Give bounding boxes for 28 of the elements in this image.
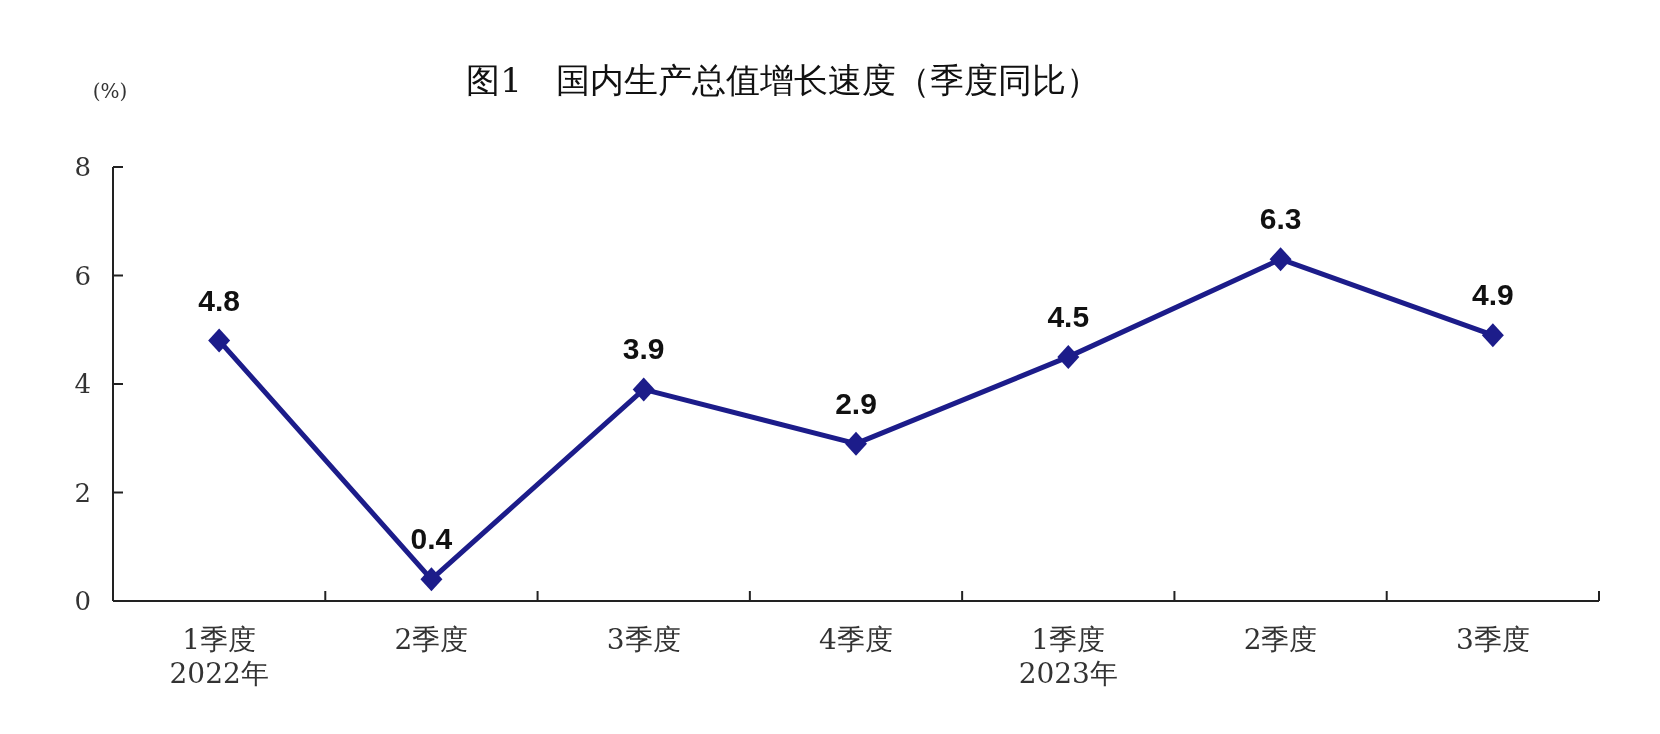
x-tick-label: 3季度 (606, 623, 681, 656)
x-tick-label: 3季度 (1455, 623, 1530, 656)
data-label: 6.3 (1259, 202, 1302, 236)
y-tick-label: 4 (74, 369, 91, 399)
point (1057, 344, 1080, 369)
y-tick-label: 8 (74, 152, 91, 182)
x-tick-label: 4季度 (819, 623, 893, 656)
x-tick-label: 2季度 (394, 623, 469, 656)
x-tick-label: 1季度 2022年 (169, 623, 269, 690)
y-tick-label: 0 (74, 586, 91, 616)
data-label: 4.8 (198, 283, 240, 317)
y-axis-title: (%) (92, 79, 128, 103)
point (420, 567, 443, 592)
point (845, 431, 867, 456)
data-label: 4.9 (1472, 278, 1514, 312)
point (1269, 247, 1292, 272)
data-label: 2.9 (835, 386, 877, 420)
x-tick-label: 1季度 2023年 (1018, 623, 1118, 690)
data-label: 4.5 (1047, 299, 1090, 333)
x-tick-label: 2季度 (1243, 623, 1318, 656)
point (208, 328, 231, 353)
y-tick-label: 2 (74, 477, 91, 508)
data-label: 0.4 (410, 522, 453, 556)
point (632, 377, 655, 402)
chart-title: 图1 国内生产总值增长速度（季度同比） (466, 60, 1100, 100)
y-tick-label: 6 (74, 260, 91, 291)
point (1481, 323, 1504, 348)
data-label: 3.9 (622, 332, 665, 366)
